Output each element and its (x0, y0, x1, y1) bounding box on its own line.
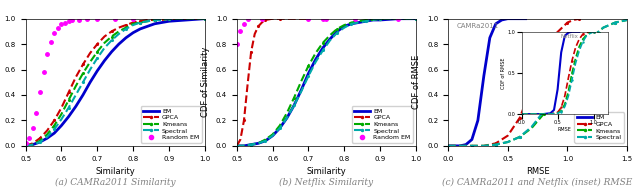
X-axis label: RMSE: RMSE (558, 127, 572, 132)
X-axis label: RMSE: RMSE (526, 167, 549, 176)
Legend: EM, GPCA, Kmeans, Spectral: EM, GPCA, Kmeans, Spectral (574, 113, 624, 143)
Legend: EM, GPCA, Kmeans, Spectral, Random EM: EM, GPCA, Kmeans, Spectral, Random EM (141, 106, 202, 143)
Text: (a) CAMRa2011 Similarity: (a) CAMRa2011 Similarity (55, 178, 175, 187)
Text: CAMRa2011: CAMRa2011 (457, 22, 499, 28)
Text: (b) Netflix Similarity: (b) Netflix Similarity (279, 178, 374, 187)
Y-axis label: CDF of RMSE: CDF of RMSE (501, 57, 506, 89)
X-axis label: Similarity: Similarity (95, 167, 135, 176)
Y-axis label: CDF of RMSE: CDF of RMSE (412, 55, 422, 109)
X-axis label: Similarity: Similarity (307, 167, 346, 176)
Y-axis label: CDF of Similarity: CDF of Similarity (201, 47, 211, 117)
Legend: EM, GPCA, Kmeans, Spectral, Random EM: EM, GPCA, Kmeans, Spectral, Random EM (352, 106, 413, 143)
Text: Netflix: Netflix (560, 34, 578, 39)
Text: (c) CAMRa2011 and Netflix (inset) RMSE: (c) CAMRa2011 and Netflix (inset) RMSE (442, 178, 633, 187)
